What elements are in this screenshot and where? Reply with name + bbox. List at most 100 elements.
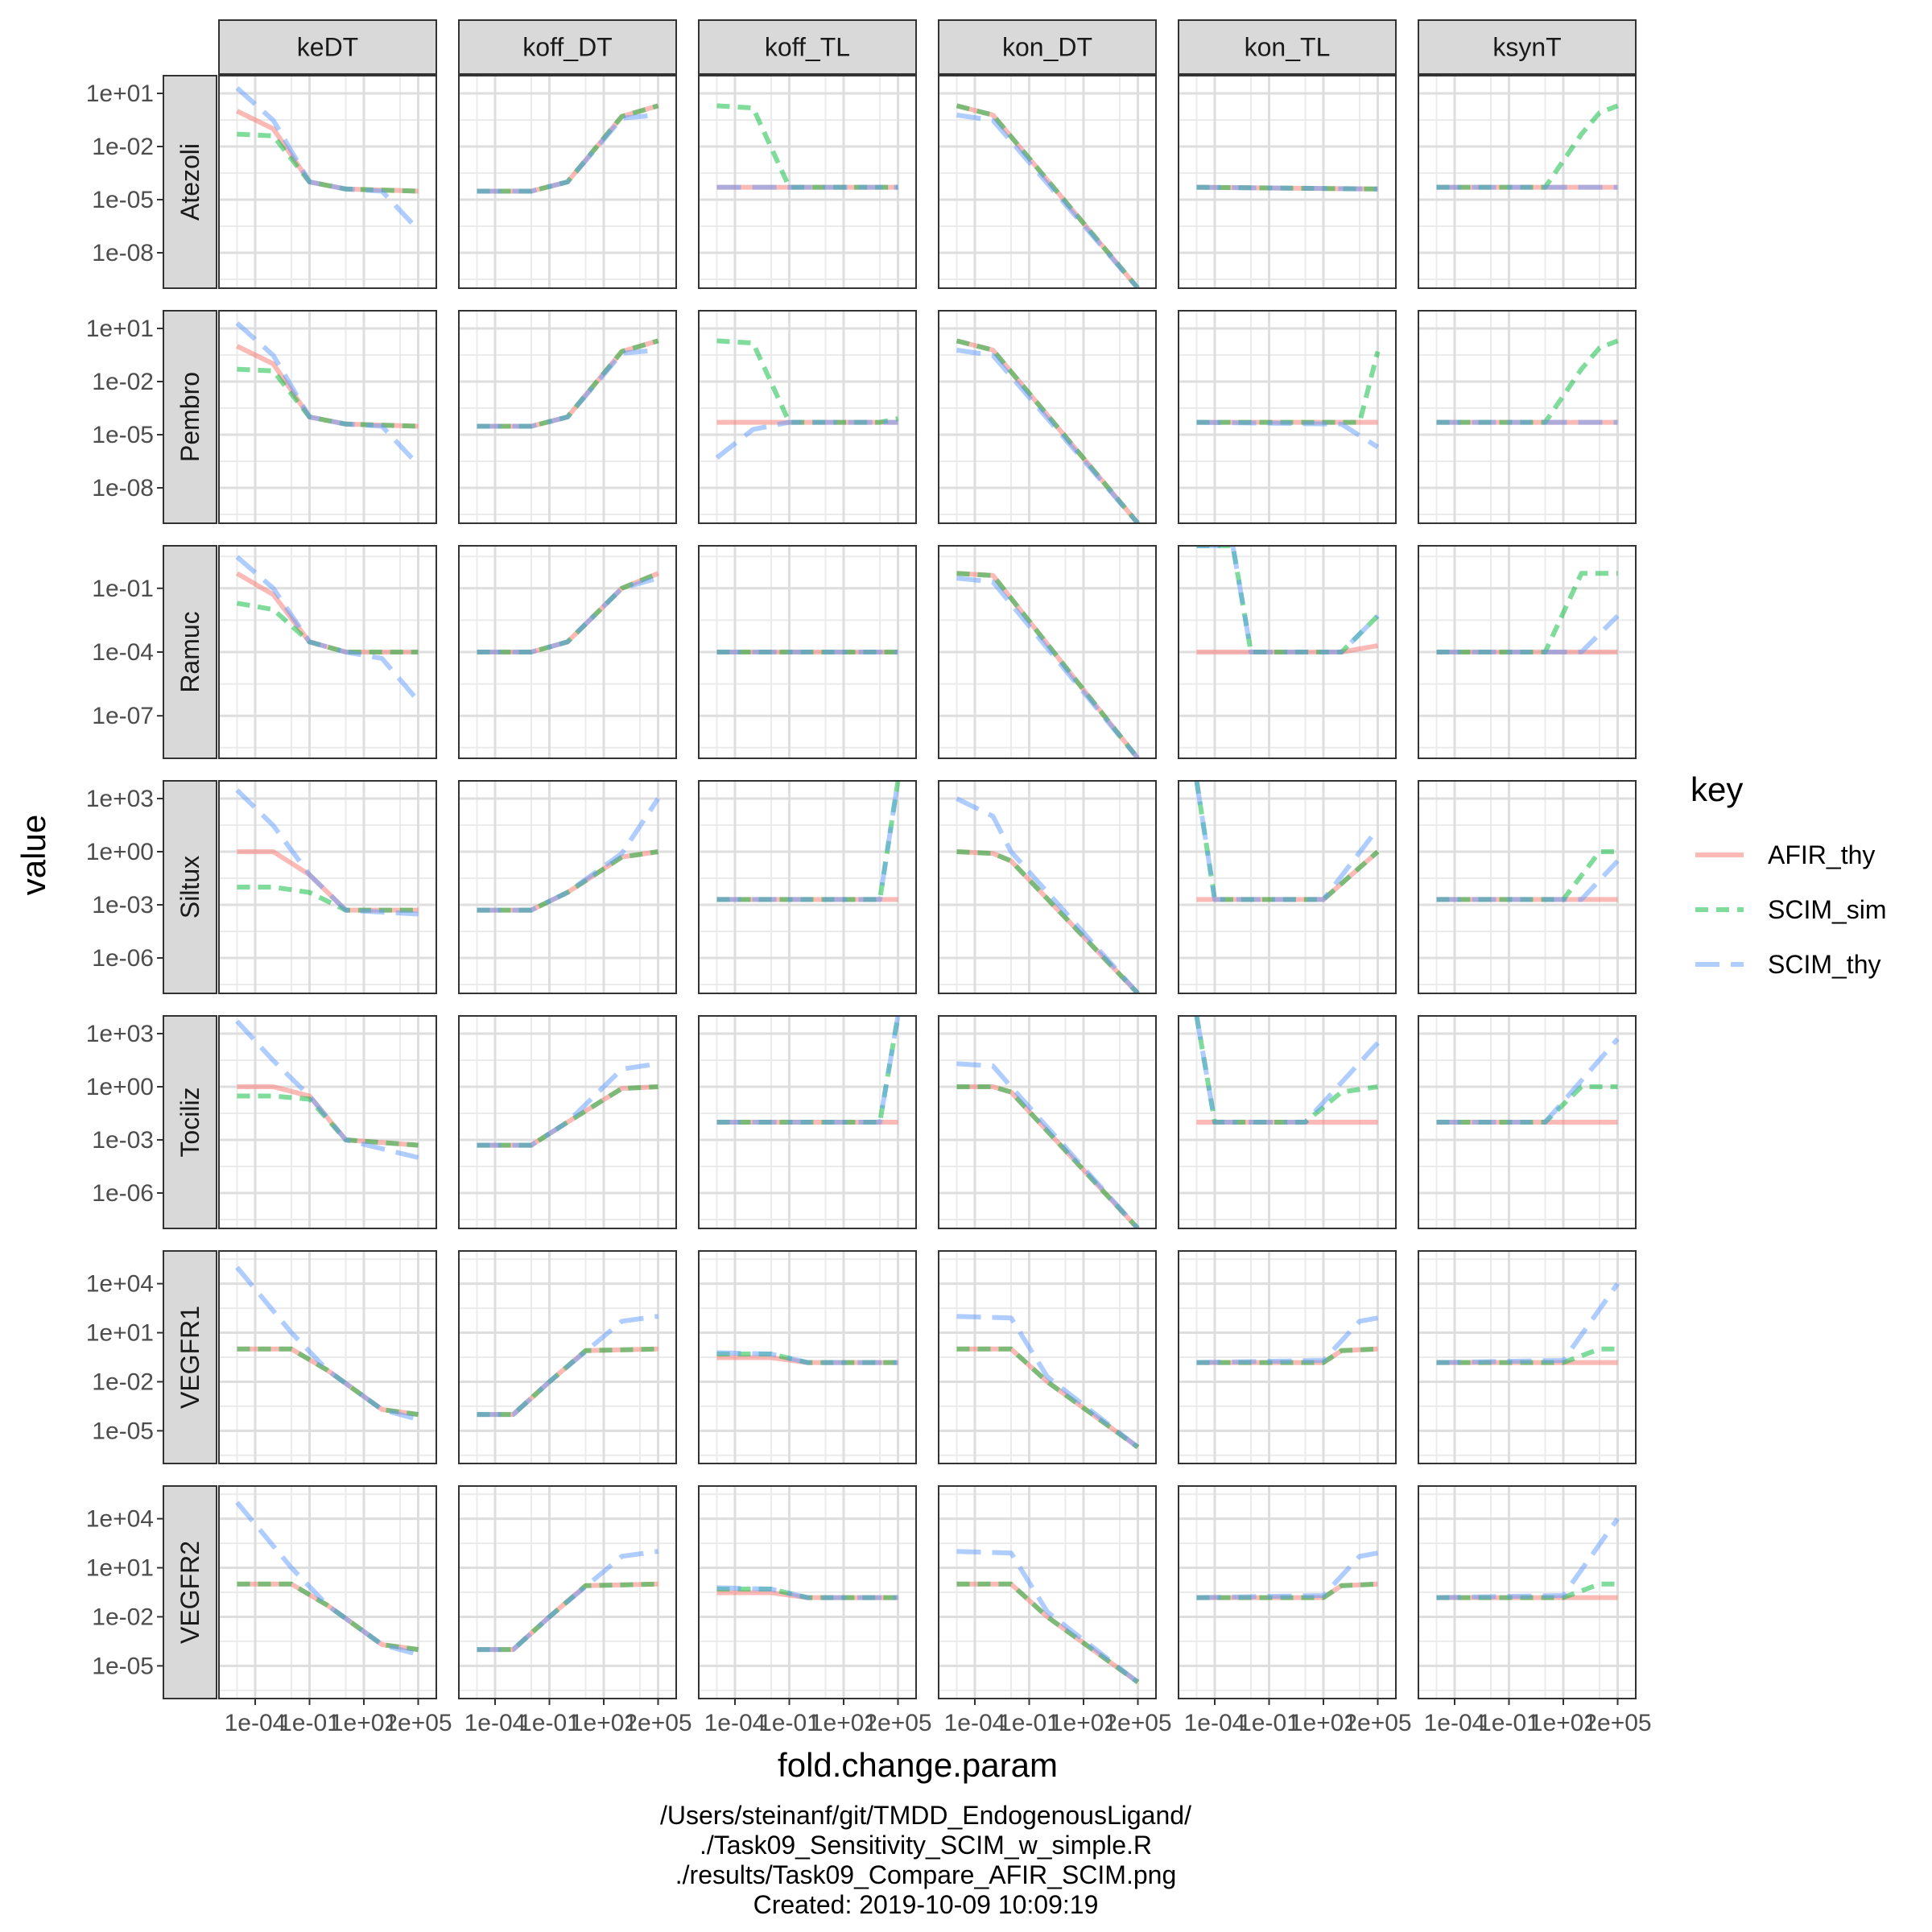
panel-border	[1418, 75, 1637, 289]
series-line-SCIM_sim	[956, 103, 1140, 288]
y-tick-label: 1e-02	[92, 134, 154, 160]
panel-background	[1418, 311, 1636, 523]
series-line-SCIM_thy	[477, 576, 659, 654]
y-tick-label: 1e-05	[92, 422, 154, 448]
panel-border	[458, 1250, 677, 1464]
column-strip	[1418, 19, 1637, 75]
x-tick-label: 1e-01	[279, 1710, 341, 1736]
series-line-SCIM_thy	[235, 1265, 419, 1422]
panel	[1418, 75, 1637, 289]
y-tick-label: 1e+04	[86, 1271, 154, 1298]
series-line-SCIM_thy	[477, 1314, 658, 1418]
series-line-SCIM_sim	[1196, 1581, 1378, 1600]
panel	[458, 545, 677, 759]
column-strip	[218, 19, 437, 75]
x-tick-label: 1e+05	[384, 1710, 452, 1736]
column-strip-label: keDT	[297, 33, 358, 62]
y-tick-label: 1e-06	[92, 945, 154, 972]
panel-border	[938, 545, 1157, 759]
panel-border	[698, 310, 917, 524]
panel-border	[938, 1015, 1157, 1229]
y-tick-label: 1e-03	[92, 892, 154, 919]
panel-background	[939, 1016, 1156, 1228]
panel	[218, 545, 437, 759]
y-tick-label: 1e+03	[86, 1021, 154, 1047]
series-line-SCIM_thy	[477, 347, 658, 429]
column-strip-label: koff_DT	[522, 33, 612, 62]
panel-border	[938, 1485, 1157, 1699]
panel-background	[219, 311, 436, 523]
panel	[938, 545, 1157, 759]
panel	[218, 75, 437, 289]
y-tick-label: 1e-02	[92, 1368, 154, 1395]
row-strip	[163, 1485, 217, 1699]
panel	[458, 1485, 677, 1699]
panel	[1418, 1250, 1637, 1464]
series-line-SCIM_thy	[956, 576, 1140, 758]
panel-border	[458, 1485, 677, 1699]
row-strip	[163, 780, 217, 994]
series-line-SCIM_sim	[956, 849, 1140, 993]
legend: key AFIR_thy SCIM_sim SCIM_thy	[1690, 770, 1887, 979]
panel-background	[219, 1016, 436, 1228]
panel-border	[1178, 1015, 1397, 1229]
row-strip	[163, 1015, 217, 1229]
y-tick-label: 1e-01	[92, 576, 154, 602]
panel	[938, 780, 1157, 994]
x-tick-label: 1e-01	[998, 1710, 1060, 1736]
series-line-SCIM_thy	[956, 112, 1140, 288]
y-tick-label: 1e+00	[86, 839, 154, 865]
caption-line: ./Task09_Sensitivity_SCIM_w_simple.R	[700, 1831, 1152, 1860]
legend-label: SCIM_sim	[1768, 895, 1887, 924]
x-tick-label: 1e+02	[570, 1710, 638, 1736]
x-tick-label: 1e-01	[1238, 1710, 1300, 1736]
y-tick-label: 1e-02	[92, 369, 154, 395]
panel-border	[698, 1015, 917, 1229]
legend-label: AFIR_thy	[1768, 840, 1875, 869]
series-line-SCIM_thy	[1436, 859, 1620, 902]
y-tick-label: 1e+03	[86, 786, 154, 812]
panel	[458, 780, 677, 994]
x-tick-label: 1e+05	[624, 1710, 691, 1736]
panel-border	[698, 545, 917, 759]
series-line-SCIM_thy	[477, 797, 661, 913]
row-strip-label: Siltux	[175, 856, 204, 919]
series-line-SCIM_thy	[235, 1019, 419, 1160]
series-line-SCIM_thy	[956, 1314, 1140, 1450]
panel-border	[218, 1485, 437, 1699]
x-tick-label: 1e-04	[1424, 1710, 1486, 1736]
series-line-SCIM_thy	[235, 321, 420, 467]
y-tick-label: 1e+01	[86, 80, 154, 107]
x-tick-label: 1e+02	[1290, 1710, 1357, 1736]
panel	[218, 1250, 437, 1464]
panel-border	[1418, 1015, 1637, 1229]
panel-border	[458, 310, 677, 524]
panel	[938, 1485, 1157, 1699]
row-strip	[163, 545, 217, 759]
column-strip-label: ksynT	[1492, 33, 1561, 62]
panel	[938, 310, 1157, 524]
row-strip-label: Ramuc	[175, 611, 204, 692]
panel	[1418, 780, 1637, 994]
series-line-SCIM_thy	[235, 1501, 419, 1657]
panel-border	[1178, 545, 1397, 759]
panel-border	[218, 780, 437, 994]
series-line-SCIM_thy	[716, 781, 901, 902]
x-axis-title: fold.change.param	[778, 1746, 1058, 1784]
series-line-SCIM_thy	[235, 86, 420, 232]
series-line-SCIM_thy	[1436, 613, 1620, 654]
panel	[218, 1485, 437, 1699]
column-strip	[938, 19, 1157, 75]
panel-border	[698, 1250, 917, 1464]
series-line-SCIM_thy	[1436, 1517, 1620, 1600]
series-line-SCIM_thy	[1196, 1315, 1379, 1365]
panel-background	[699, 76, 916, 288]
row-strip-label: Atezoli	[175, 143, 204, 221]
panel	[1418, 310, 1637, 524]
y-tick-label: 1e-07	[92, 703, 154, 729]
series-line-SCIM_thy	[716, 1585, 898, 1600]
series-line-SCIM_thy	[235, 788, 419, 917]
panels-layer: keDT koff_DT koff_TL kon_DT kon_TL ksynT 1e-04…	[86, 19, 1652, 1736]
panel-background	[699, 311, 916, 523]
panel	[698, 780, 917, 994]
